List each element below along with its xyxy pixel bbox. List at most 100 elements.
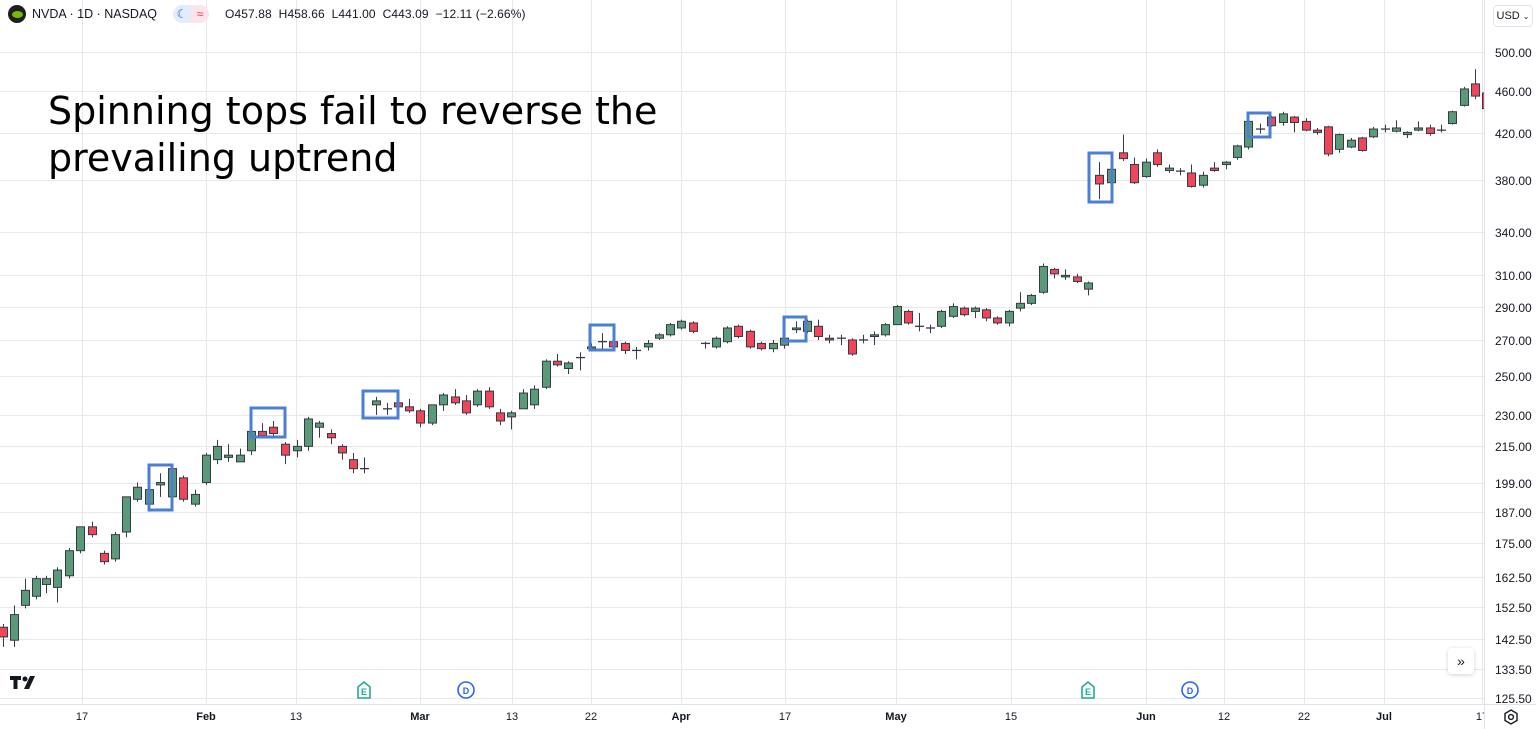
candle[interactable] [21,578,30,609]
candle[interactable] [1165,164,1174,173]
candle[interactable] [1199,171,1208,188]
candle[interactable] [915,313,924,332]
candle[interactable] [179,475,188,502]
candle[interactable] [1381,124,1390,133]
candle[interactable] [224,444,233,462]
candle[interactable] [0,624,8,647]
candle[interactable] [1403,131,1412,138]
price-axis[interactable]: USD ⌄ 500.00 460.00 420.00 380.00 340.00 310.… [1484,0,1536,706]
candle[interactable] [564,361,573,375]
candle[interactable] [1279,111,1288,126]
candle[interactable] [870,331,879,346]
dividend-event-icon[interactable]: D [456,680,476,705]
candle[interactable] [904,309,913,325]
candle[interactable] [133,482,142,502]
candle[interactable] [191,489,200,507]
candle[interactable] [937,309,946,328]
candle[interactable] [1130,157,1139,184]
candle[interactable] [1482,92,1485,111]
candle[interactable] [960,306,969,317]
symbol-title[interactable]: NVDA · 1D · NASDAQ [32,7,158,21]
candle[interactable] [405,398,414,413]
candle[interactable] [993,316,1002,325]
candle[interactable] [1324,125,1333,157]
candle[interactable] [88,521,97,538]
candle[interactable] [632,346,641,360]
candle[interactable] [746,329,755,349]
moon-icon[interactable]: ☾ [173,5,192,23]
candle[interactable] [507,410,516,430]
candle[interactable] [293,439,302,458]
candle[interactable] [1414,121,1423,132]
candle[interactable] [1369,126,1378,138]
candle[interactable] [485,387,494,409]
candle[interactable] [598,333,607,349]
spinning-top-highlight-box[interactable] [782,315,808,343]
spinning-top-highlight-box[interactable] [1246,111,1272,139]
candle[interactable] [1061,269,1070,280]
candle[interactable] [825,334,834,344]
nvidia-logo-icon[interactable] [8,5,26,23]
candle[interactable] [621,341,630,354]
candle[interactable] [202,452,211,485]
candle[interactable] [949,303,958,318]
candle[interactable] [1187,164,1196,188]
candle[interactable] [451,389,460,405]
candle[interactable] [32,575,41,600]
chart-annotation[interactable]: Spinning tops fail to reverse the prevai… [48,88,657,182]
candle[interactable] [1347,137,1356,149]
candle[interactable] [971,306,980,318]
spinning-top-highlight-box[interactable] [249,406,287,439]
candle[interactable] [473,389,482,407]
candle[interactable] [360,457,369,474]
tradingview-logo-icon[interactable] [10,674,40,695]
candle[interactable] [65,547,74,579]
candle[interactable] [1448,110,1457,125]
candle[interactable] [723,326,732,344]
earnings-event-icon[interactable]: E [354,680,374,705]
spinning-top-highlight-box[interactable] [588,323,616,352]
candle[interactable] [1471,69,1480,100]
candle[interactable] [893,304,902,326]
candle[interactable] [383,402,392,415]
candle[interactable] [1426,124,1435,136]
candle[interactable] [757,341,766,351]
spinning-top-highlight-box[interactable] [1087,151,1114,204]
candle[interactable] [734,324,743,339]
candlestick-chart[interactable] [0,0,1484,704]
chart-canvas[interactable]: NVDA · 1D · NASDAQ ☾ ≈ O457.88 H458.66 L… [0,0,1484,704]
candle[interactable] [677,319,686,330]
candle[interactable] [848,338,857,356]
candle[interactable] [859,334,868,344]
candle[interactable] [372,396,381,415]
candle[interactable] [1005,309,1014,327]
candle[interactable] [1095,162,1104,200]
scroll-to-realtime-button[interactable]: » [1448,648,1474,674]
candle[interactable] [327,429,336,445]
candle[interactable] [462,394,471,415]
candle[interactable] [1142,158,1151,178]
earnings-event-icon[interactable]: E [1078,680,1098,705]
status-pill[interactable]: ☾ ≈ [173,5,210,23]
candle[interactable] [100,550,109,565]
candle[interactable] [53,567,62,603]
candle[interactable] [1392,120,1401,133]
candle[interactable] [1290,116,1299,133]
candle[interactable] [439,393,448,411]
candle[interactable] [666,322,675,337]
candle[interactable] [1039,263,1048,294]
candle[interactable] [122,496,131,538]
candle[interactable] [496,408,505,426]
candle[interactable] [349,452,358,474]
candle[interactable] [304,416,313,451]
candle[interactable] [269,421,278,438]
candle[interactable] [1210,162,1219,172]
candle[interactable] [416,408,425,428]
candle[interactable] [792,321,801,334]
candle[interactable] [156,473,165,497]
spinning-top-highlight-box[interactable] [361,389,400,420]
candle[interactable] [769,339,778,353]
candle[interactable] [689,321,698,334]
candle[interactable] [1119,134,1128,161]
candle[interactable] [1437,124,1446,133]
